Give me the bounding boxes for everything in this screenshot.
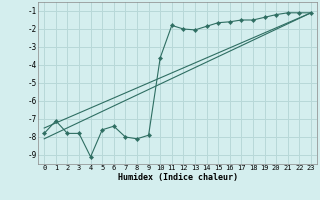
X-axis label: Humidex (Indice chaleur): Humidex (Indice chaleur)	[118, 173, 238, 182]
